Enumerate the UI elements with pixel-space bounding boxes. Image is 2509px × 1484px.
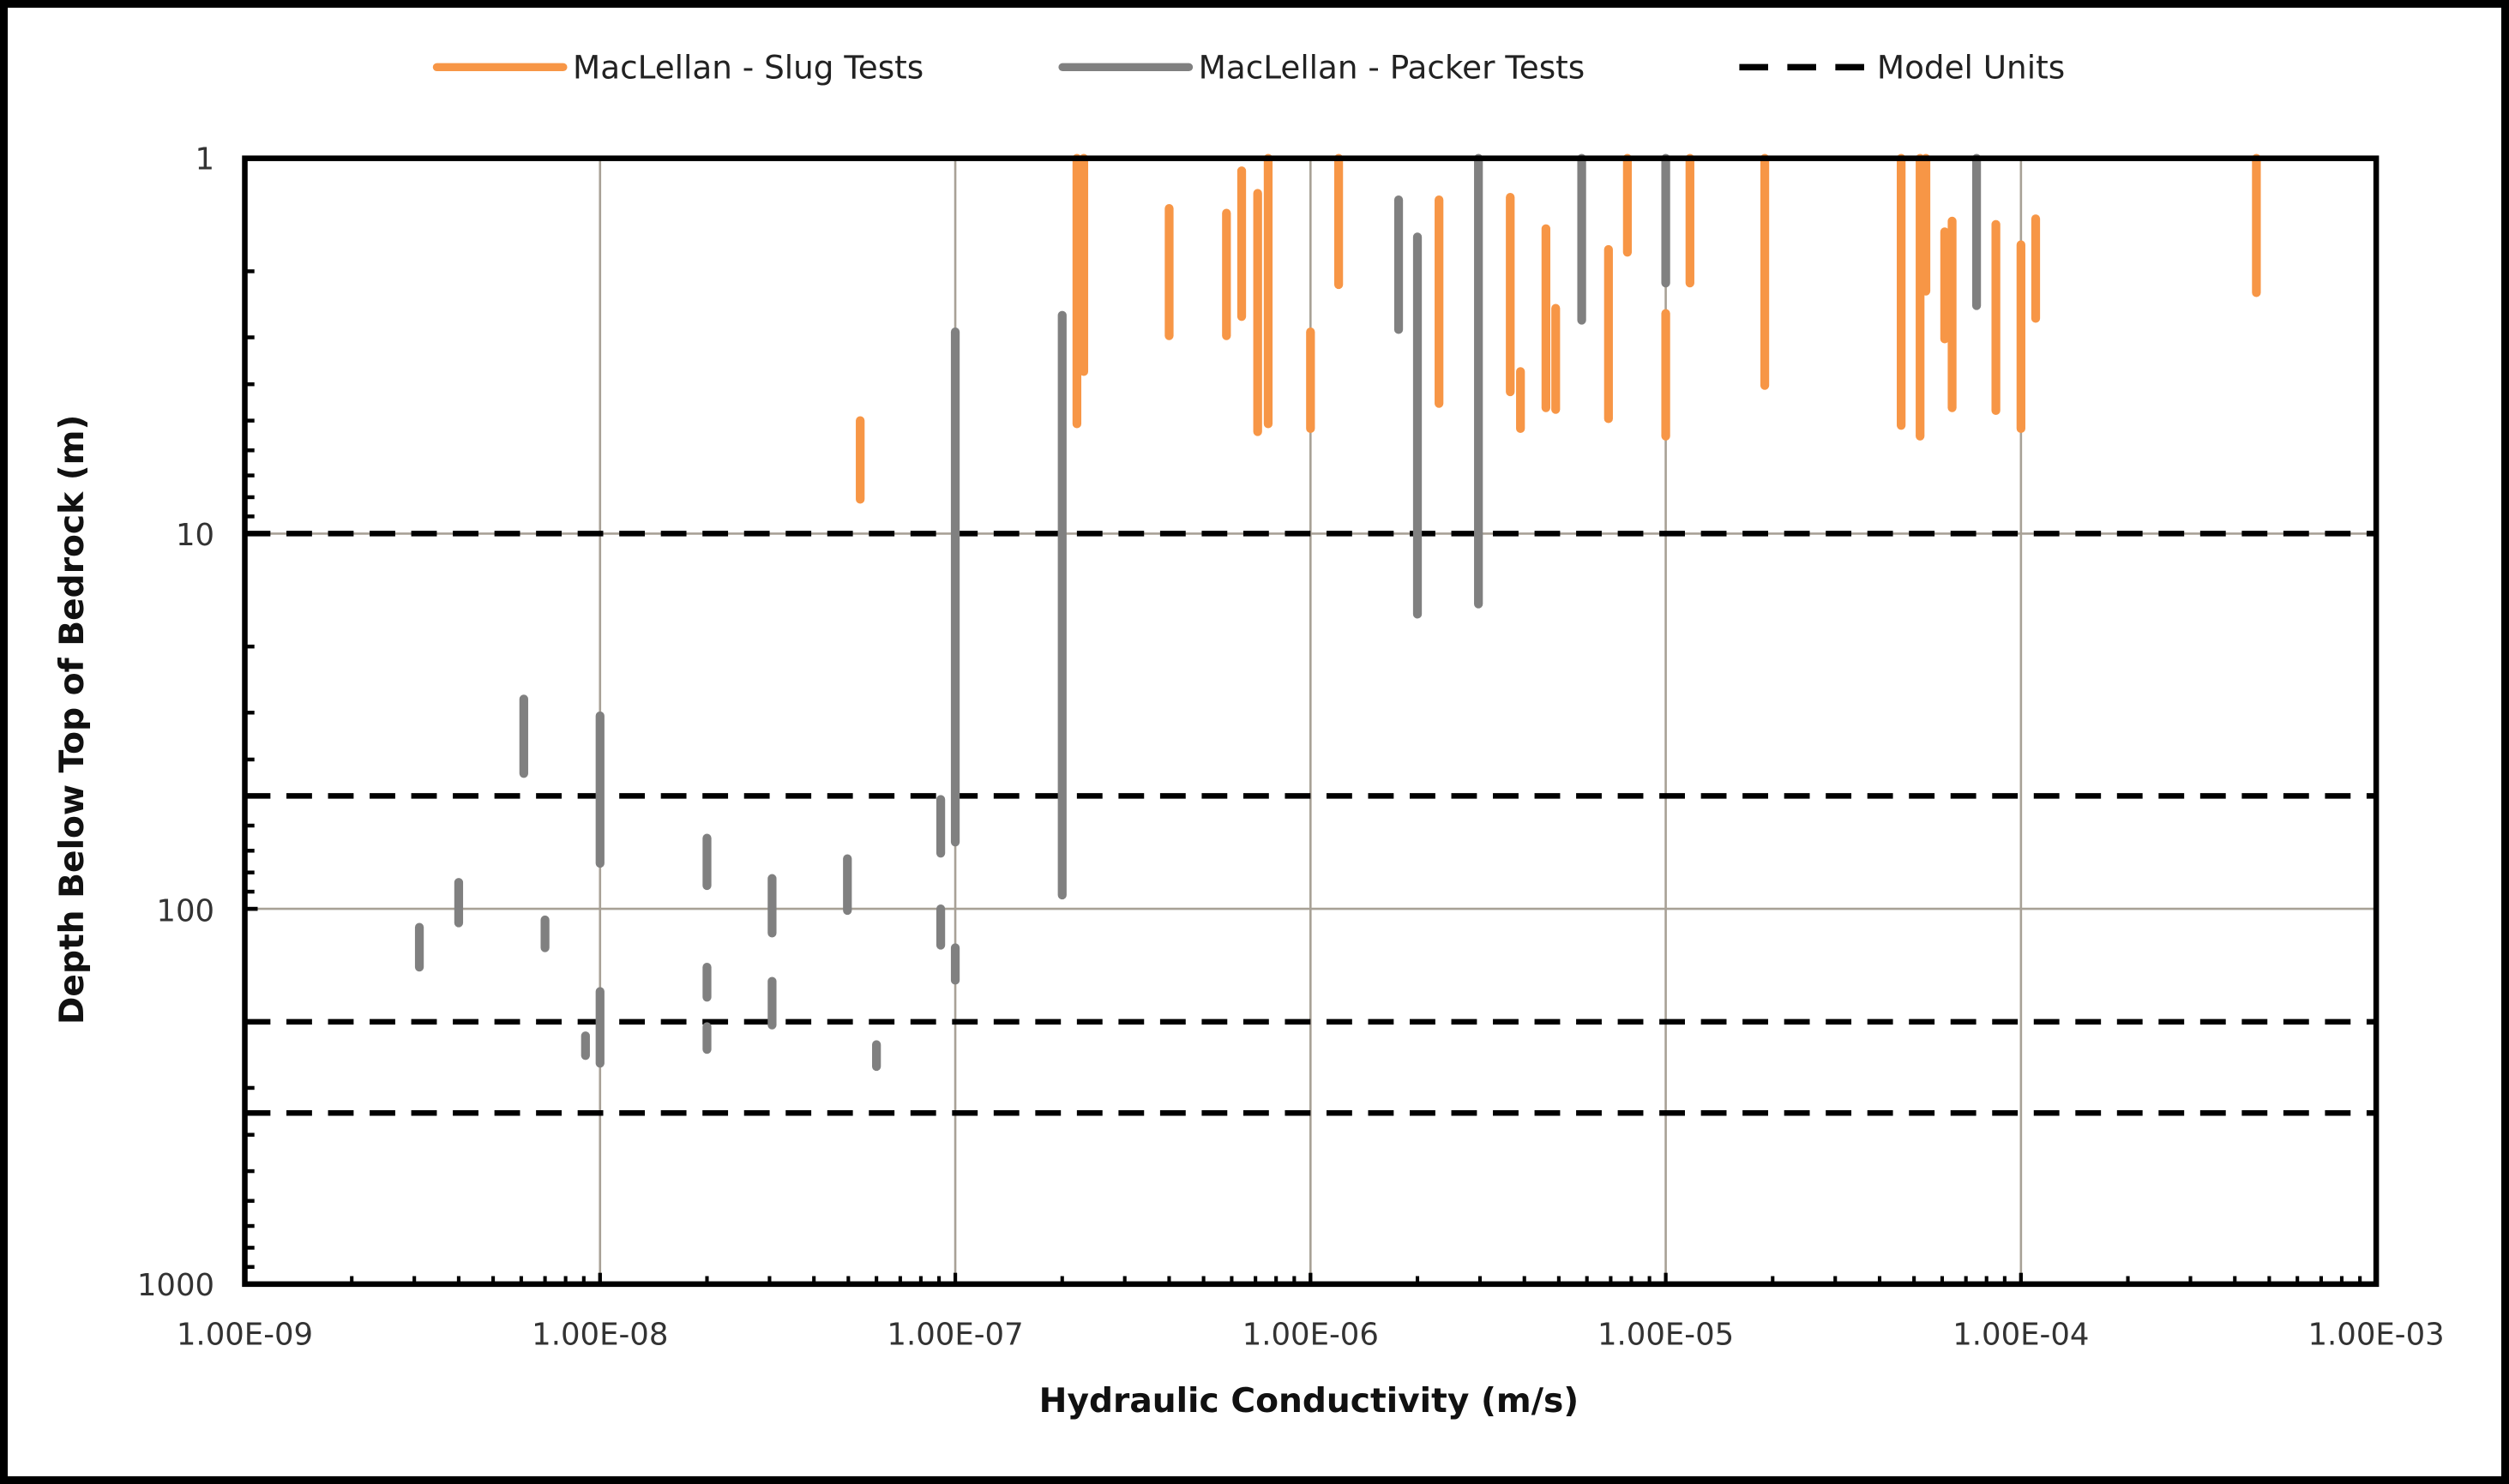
legend-label-model-units: Model Units xyxy=(1877,48,2065,86)
slug-test-series xyxy=(856,153,2261,504)
y-tick-label: 1 xyxy=(196,142,215,177)
y-tick-label: 1000 xyxy=(137,1268,214,1303)
y-tick-label: 10 xyxy=(176,518,214,553)
packer-test-series xyxy=(414,153,1982,1072)
x-tick-label: 1.00E-05 xyxy=(1597,1318,1734,1353)
x-axis-tick-labels: 1.00E-09 1.00E-08 1.00E-07 1.00E-06 1.00… xyxy=(177,1318,2445,1353)
legend-item-slug: MacLellan - Slug Tests xyxy=(432,48,924,86)
legend: MacLellan - Slug Tests MacLellan - Packe… xyxy=(432,48,2065,86)
y-axis-tick-labels: 1 10 100 1000 xyxy=(137,142,214,1303)
x-tick-label: 1.00E-04 xyxy=(1952,1318,2089,1353)
x-tick-label: 1.00E-07 xyxy=(887,1318,1023,1353)
x-tick-label: 1.00E-08 xyxy=(532,1318,668,1353)
legend-label-packer: MacLellan - Packer Tests xyxy=(1199,48,1585,86)
legend-item-model-units: Model Units xyxy=(1739,48,2065,86)
x-tick-label: 1.00E-06 xyxy=(1242,1318,1379,1353)
x-axis-title: Hydraulic Conductivity (m/s) xyxy=(1039,1382,1579,1421)
legend-label-slug: MacLellan - Slug Tests xyxy=(573,48,924,86)
y-tick-label: 100 xyxy=(156,893,214,928)
plot-area-border xyxy=(242,155,2380,1288)
legend-item-packer: MacLellan - Packer Tests xyxy=(1058,48,1585,86)
x-tick-label: 1.00E-09 xyxy=(177,1318,313,1353)
x-tick-label: 1.00E-03 xyxy=(2308,1318,2445,1353)
y-axis-title: Depth Below Top of Bedrock (m) xyxy=(53,415,92,1024)
